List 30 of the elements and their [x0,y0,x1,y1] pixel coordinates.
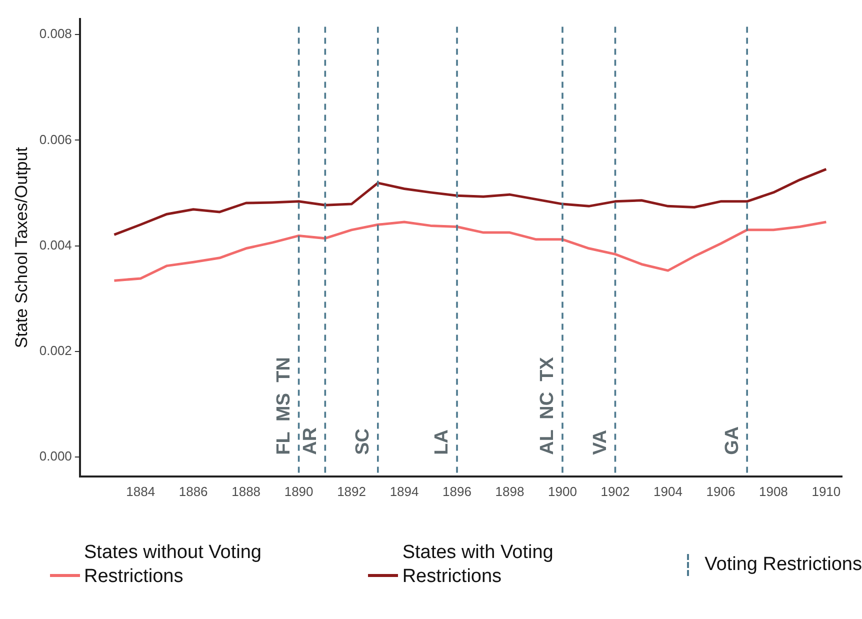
ref-line-label: GA [722,426,743,455]
legend-label: States without Voting Restrictions [84,541,262,589]
x-tick-label: 1906 [706,484,736,499]
x-tick-label: 1892 [337,484,366,499]
x-tick-label: 1910 [812,484,841,499]
ref-line-label: FL MS TN [274,357,295,455]
ref-line-label: AL NC TX [537,356,558,455]
x-tick-label: 1888 [232,484,261,499]
y-tick-label: 0.004 [39,237,72,252]
y-tick-label: 0.006 [39,132,72,147]
y-axis-title: State School Taxes/Output [12,146,31,348]
text: Voting Restrictions [704,554,862,576]
y-tick-label: 0.002 [39,342,72,358]
x-tick-label: 1894 [390,484,419,499]
legend-label: States with Voting Restrictions [402,541,554,589]
x-tick-label: 1886 [178,484,208,499]
ref-line-label: AR [300,427,321,455]
ref-line-label: SC [352,428,374,455]
x-tick-label: 1904 [654,484,682,499]
x-tick-label: 1884 [126,484,156,499]
x-tick-label: 1896 [442,484,472,499]
x-tick-label: 1902 [600,484,630,499]
y-tick-label: 0.008 [39,26,72,42]
y-tick-label: 0.000 [39,448,72,464]
x-tick-label: 1908 [758,484,788,499]
ref-line-label: VA [590,430,611,455]
x-tick-label: 1898 [495,484,524,499]
x-tick-label: 1890 [284,484,314,499]
ref-line-label: LA [432,429,453,455]
x-tick-label: 1900 [548,484,577,499]
